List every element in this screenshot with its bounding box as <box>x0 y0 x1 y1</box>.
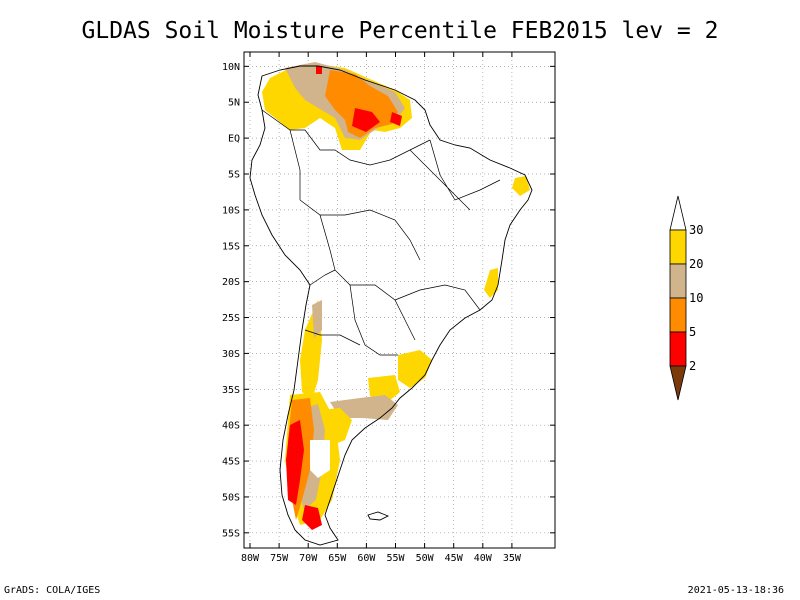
lon-tick-label: 75W <box>270 553 289 564</box>
percentile-shading <box>262 62 530 530</box>
colorbar-label: 20 <box>689 257 703 271</box>
lat-tick-label: EQ <box>228 134 240 145</box>
continent-outline <box>249 65 533 546</box>
colorbar-label: 2 <box>689 359 696 373</box>
lat-tick-label: 30S <box>222 349 240 360</box>
colorbar-label: 5 <box>689 325 696 339</box>
lon-tick-label: 80W <box>241 553 260 564</box>
shade-pampa-tan <box>330 395 398 420</box>
colorbar: 2 5 10 20 30 <box>669 195 703 401</box>
shade-se-yellow <box>484 268 498 298</box>
lat-tick-label: 10S <box>222 205 240 216</box>
colorbar-label: 10 <box>689 291 703 305</box>
map-axes: 10N 5N EQ 5S 10S 15S 20S 25S 30S 35S 40S 45S 50S 55S 8… <box>222 52 555 564</box>
colorbar-bin <box>669 297 687 333</box>
shade-plata-yellow <box>368 375 400 402</box>
colorbar-bin <box>669 331 687 367</box>
map-title: GLDAS Soil Moisture Percentile FEB2015 l… <box>81 18 719 44</box>
lat-tick-label: 25S <box>222 313 240 324</box>
lat-tick-label: 10N <box>222 62 240 73</box>
colorbar-top-triangle <box>669 195 687 231</box>
falklands-outline <box>367 511 390 521</box>
footer-credit: GrADS: COLA/IGES <box>4 585 101 596</box>
lat-tick-label: 45S <box>222 457 240 468</box>
lat-tick-label: 20S <box>222 277 240 288</box>
lat-tick-label: 50S <box>222 492 240 503</box>
shade-north-red <box>316 66 402 132</box>
shade-patagonia-gap <box>310 440 330 478</box>
lon-tick-label: 70W <box>299 553 318 564</box>
lat-tick-label: 15S <box>222 241 240 252</box>
lat-tick-label: 40S <box>222 421 240 432</box>
lon-tick-label: 50W <box>416 553 435 564</box>
lat-tick-label: 5N <box>228 98 240 109</box>
lon-tick-label: 45W <box>445 553 464 564</box>
lon-tick-label: 55W <box>386 553 405 564</box>
shade-uruguay-yellow <box>398 350 432 388</box>
shade-patagonia-red <box>286 420 322 530</box>
lat-tick-label: 5S <box>228 170 240 181</box>
footer-timestamp: 2021-05-13-18:36 <box>687 585 784 596</box>
country-borders <box>261 109 501 356</box>
shade-ne-yellow <box>512 176 530 196</box>
colorbar-bin <box>669 263 687 299</box>
colorbar-bottom-triangle <box>669 365 687 401</box>
coastlines <box>249 65 533 546</box>
shade-andes-tan <box>312 300 322 338</box>
lon-tick-label: 65W <box>328 553 347 564</box>
lon-tick-label: 35W <box>503 553 522 564</box>
lon-tick-label: 60W <box>357 553 376 564</box>
lat-tick-label: 55S <box>222 528 240 539</box>
lat-tick-label: 35S <box>222 385 240 396</box>
lon-tick-label: 40W <box>474 553 493 564</box>
colorbar-label: 30 <box>689 223 703 237</box>
shade-north-orange <box>325 70 398 138</box>
colorbar-bin <box>669 229 687 265</box>
